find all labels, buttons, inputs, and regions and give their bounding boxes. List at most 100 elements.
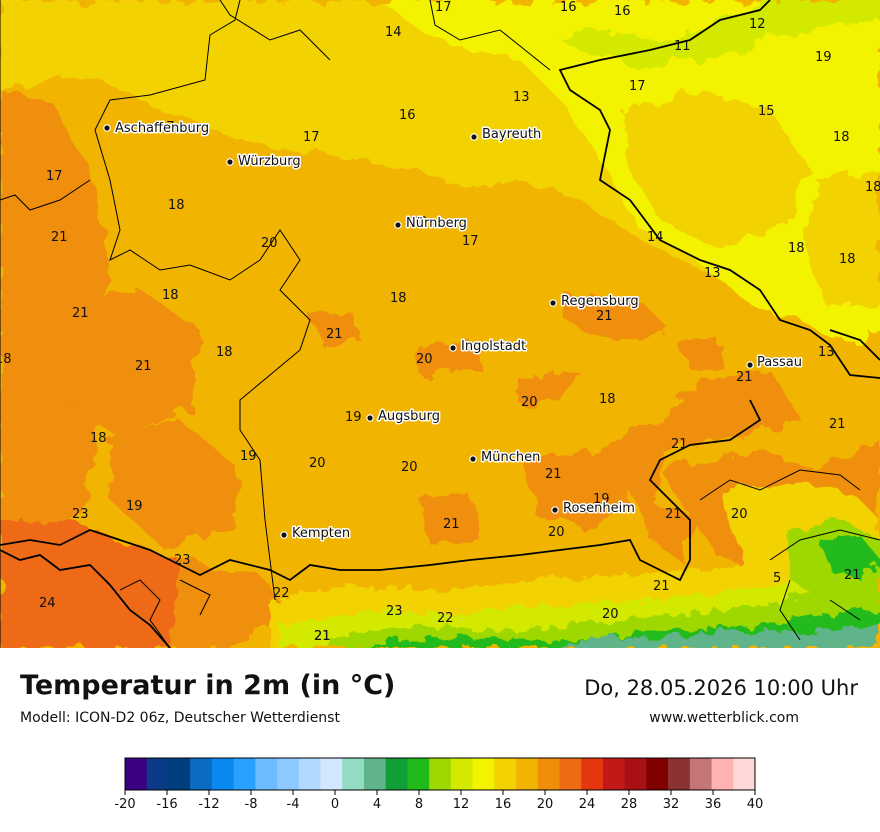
legend-tick-label: 12	[453, 797, 470, 812]
city-aschaffenburg: Aschaffenburg	[103, 120, 211, 138]
value-label: 13	[513, 90, 530, 105]
value-label: 17	[629, 79, 646, 94]
city-marker	[551, 506, 559, 514]
value-label: 21	[545, 467, 562, 482]
value-label: 21	[326, 327, 343, 342]
value-label: 21	[314, 629, 331, 644]
value-label: 20	[416, 352, 433, 367]
value-label: 5	[773, 571, 781, 586]
legend-tick-label: 36	[705, 797, 722, 812]
city-nuernberg: Nürnberg	[394, 215, 468, 233]
city-marker	[280, 531, 288, 539]
city-label: Ingolstadt	[461, 339, 526, 354]
value-label: 24	[39, 596, 56, 611]
value-label: 20	[602, 607, 619, 622]
value-label: 23	[386, 604, 403, 619]
value-label: 20	[309, 456, 326, 471]
legend-swatch	[320, 758, 343, 790]
city-bayreuth: Bayreuth	[470, 126, 543, 144]
value-label: 19	[345, 410, 362, 425]
legend-tick-label: -12	[198, 797, 219, 812]
legend-swatch	[646, 758, 669, 790]
city-wuerzburg: Würzburg	[226, 153, 302, 171]
value-label: 23	[174, 553, 191, 568]
legend-swatch	[711, 758, 734, 790]
city-passau: Passau	[746, 354, 803, 372]
legend-swatch	[298, 758, 322, 790]
value-label: 20	[548, 525, 565, 540]
legend-tick-label: -20	[114, 797, 135, 812]
value-label: 23	[72, 507, 89, 522]
value-label: 18	[599, 392, 616, 407]
city-marker	[103, 124, 111, 132]
value-label: 22	[437, 611, 454, 626]
value-label: 21	[844, 568, 861, 583]
city-label: Rosenheim	[563, 501, 635, 516]
value-label: 18	[788, 241, 805, 256]
legend-swatch	[733, 758, 756, 790]
legend-swatch	[581, 758, 604, 790]
model-info: Modell: ICON-D2 06z, Deutscher Wetterdie…	[20, 710, 340, 726]
city-regensburg: Regensburg	[549, 293, 640, 311]
value-label: 21	[72, 306, 89, 321]
value-label: 20	[731, 507, 748, 522]
city-label: Würzburg	[238, 154, 301, 169]
city-label: München	[481, 450, 540, 465]
forecast-datetime: Do, 28.05.2026 10:00 Uhr	[584, 676, 858, 700]
value-label: 17	[46, 169, 63, 184]
value-label: 21	[671, 437, 688, 452]
city-label: Passau	[757, 355, 802, 370]
value-label: 22	[273, 586, 290, 601]
legend-swatch	[255, 758, 278, 790]
legend-swatch	[559, 758, 582, 790]
value-label: 18	[390, 291, 407, 306]
legend-swatch	[494, 758, 517, 790]
legend-swatch	[407, 758, 430, 790]
city-label: Nürnberg	[406, 216, 467, 231]
temperature-zones	[0, 0, 880, 648]
legend-swatch	[602, 758, 626, 790]
legend-swatch	[668, 758, 691, 790]
city-muenchen: München	[469, 449, 542, 467]
value-label: 21	[135, 359, 152, 374]
city-label: Bayreuth	[482, 127, 541, 142]
value-label: 11	[674, 39, 691, 54]
value-label: 21	[829, 417, 846, 432]
value-label: 20	[411, 215, 428, 230]
alps-zone	[270, 520, 880, 648]
value-label: 12	[749, 17, 766, 32]
legend-tick-label: 40	[747, 797, 764, 812]
legend-tick-label: 32	[663, 797, 680, 812]
map-canvas: 17 16 16 14 12 11 13 19 17 15 18 18 16 1…	[0, 0, 880, 648]
legend-swatch	[624, 758, 647, 790]
legend-swatch	[277, 758, 300, 790]
city-marker	[449, 344, 457, 352]
legend-swatch	[342, 758, 365, 790]
city-label: Kempten	[292, 526, 350, 541]
value-label: 14	[647, 230, 664, 245]
legend-swatch	[385, 758, 408, 790]
value-label: 18	[162, 288, 179, 303]
website-credit: www.wetterblick.com	[649, 710, 799, 726]
legend-tick-label: 24	[579, 797, 596, 812]
legend-tick-label: -16	[156, 797, 177, 812]
legend-tick-label: 0	[331, 797, 339, 812]
value-label: 18	[865, 180, 880, 195]
legend-swatch	[429, 758, 452, 790]
legend-swatch	[146, 758, 169, 790]
city-kempten: Kempten	[280, 525, 352, 543]
value-labels: 17 16 16 14 12 11 13 19 17 15 18 18 16 1…	[0, 0, 880, 644]
value-label: 21	[314, 629, 331, 644]
legend-tick-label: 28	[621, 797, 638, 812]
value-label: 19	[126, 499, 143, 514]
legend-frame	[124, 757, 756, 791]
legend-tick-label: 8	[415, 797, 423, 812]
legend-swatch	[125, 758, 148, 790]
legend-swatch	[537, 758, 560, 790]
value-label: 17	[158, 120, 175, 135]
value-label: 17	[462, 234, 479, 249]
legend-swatch	[689, 758, 713, 790]
city-marker	[470, 133, 478, 141]
city-marker	[549, 299, 557, 307]
value-label: 20	[521, 395, 538, 410]
